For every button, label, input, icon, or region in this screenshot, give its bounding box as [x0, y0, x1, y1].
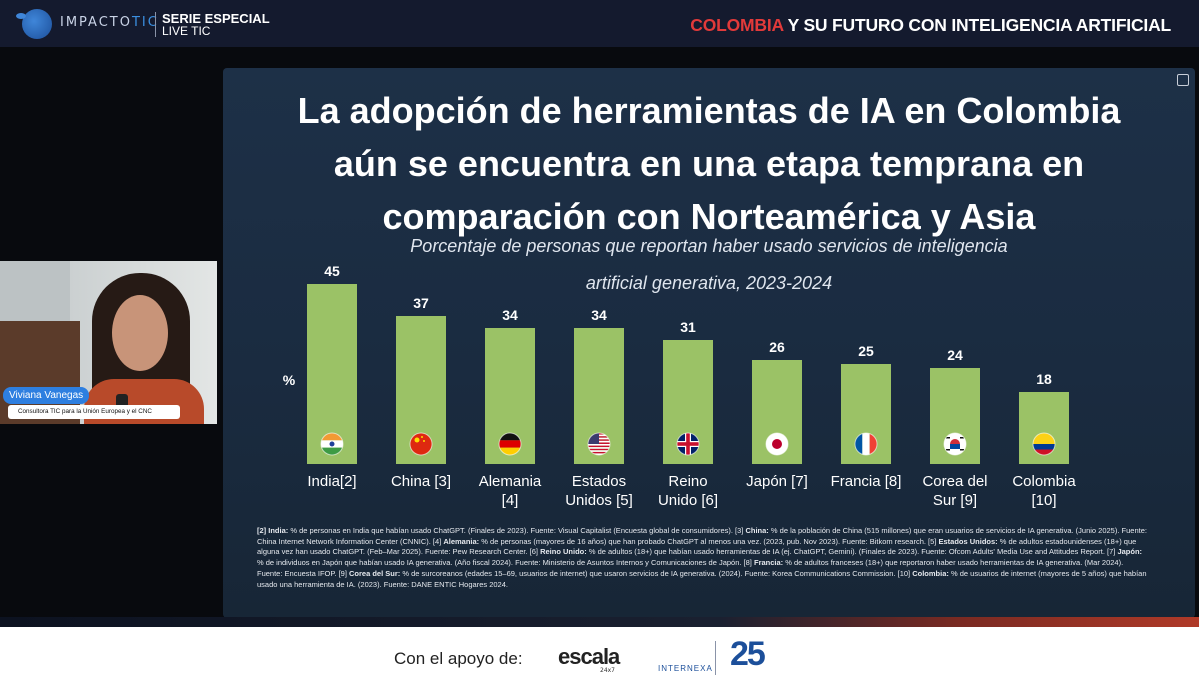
- footnote-country: Corea del Sur:: [349, 568, 401, 578]
- category-label: Unido [6]: [658, 492, 718, 509]
- support-text: Con el apoyo de:: [394, 649, 523, 668]
- slide-title: La adopción de herramientas de IA en Col…: [223, 84, 1195, 243]
- footnote-text: % de adultos (18+) que habían usado herr…: [586, 547, 1118, 557]
- bar-value-label: 18: [1036, 371, 1052, 387]
- event-title: COLOMBIA Y SU FUTURO CON INTELIGENCIA AR…: [690, 15, 1171, 36]
- footnote-country: Japón:: [1117, 547, 1143, 557]
- chart-subtitle: Porcentaje de personas que reportan habe…: [223, 228, 1195, 302]
- footnote-text: % de la población de China (515 millones…: [257, 526, 1147, 546]
- china-flag-icon: [409, 432, 433, 456]
- usa-flag-icon: [587, 432, 611, 456]
- bar-value-label: 34: [502, 307, 518, 323]
- category-label: Unidos [5]: [565, 492, 633, 509]
- india-flag-icon: [320, 432, 344, 456]
- decorative-band: [0, 617, 1199, 627]
- category-label: [4]: [502, 492, 519, 509]
- bar-value-label: 37: [413, 295, 429, 311]
- slide-title-line: comparación con Norteamérica y Asia: [382, 196, 1036, 237]
- footnote-text: % de personas en India que habían usado …: [288, 526, 746, 535]
- header-divider: [155, 12, 156, 37]
- y-axis-label: %: [283, 372, 296, 388]
- bar-value-label: 25: [858, 343, 874, 359]
- footnote-text: % de surcoreanos (edades 15–69, usuarios…: [400, 568, 913, 578]
- bar-value-label: 26: [769, 339, 785, 355]
- footnote-country: [2] India:: [257, 526, 289, 535]
- presenter-name-tag: Viviana Vanegas: [3, 387, 90, 404]
- japan-flag-icon: [765, 432, 789, 456]
- category-label: Reino: [668, 473, 707, 490]
- footnote-text: % de adultos estadounidenses (18+) que a…: [257, 536, 1137, 557]
- internexa-logo: INTERNEXA: [658, 664, 713, 673]
- footnote-country: Colombia:: [912, 568, 949, 578]
- bar-chart: % 45 India[2] 37 China [3] 34 Alemania [4] 34 Est…: [283, 263, 1077, 509]
- category-label: Japón [7]: [746, 473, 808, 490]
- slide-title-line: La adopción de herramientas de IA en Col…: [297, 90, 1121, 131]
- footnote-text: % de usuarios de internet (mayores de 5 …: [257, 568, 1147, 589]
- presentation-slide: La adopción de herramientas de IA en Col…: [223, 68, 1195, 618]
- bar-value-label: 34: [591, 307, 607, 323]
- footnote-country: China:: [745, 526, 769, 535]
- footnote-country: Francia:: [753, 558, 784, 568]
- germany-flag-icon: [498, 432, 522, 456]
- event-title-highlight: COLOMBIA: [690, 15, 784, 35]
- brand-name: IMPACTOTIC: [60, 15, 159, 30]
- category-label: Estados: [572, 473, 626, 490]
- chart-subtitle-line: artificial generativa, 2023-2024: [585, 273, 833, 293]
- event-title-rest: Y SU FUTURO CON INTELIGENCIA ARTIFICIAL: [783, 15, 1172, 35]
- category-label: Francia [8]: [831, 473, 902, 490]
- presenter-face: [112, 295, 168, 371]
- footnote-country: Reino Unido:: [540, 547, 587, 557]
- footnote-country: Alemania:: [443, 536, 480, 546]
- series-label: SERIE ESPECIAL LIVE TIC: [162, 12, 270, 38]
- category-label: Colombia: [1012, 473, 1076, 490]
- brand-part-b: TIC: [131, 15, 159, 30]
- footnote-text: % de individuos en Japón que habían usad…: [257, 558, 754, 568]
- top-header: IMPACTOTIC SERIE ESPECIAL LIVE TIC COLOM…: [0, 0, 1199, 47]
- anniversary-logo: 25: [730, 635, 766, 673]
- sponsor-divider: [715, 641, 716, 675]
- colombia-flag-icon: [1032, 432, 1056, 456]
- category-label: Sur [9]: [933, 492, 977, 509]
- footnote-text: % de personas (mayores de 16 años) que h…: [479, 536, 939, 546]
- sponsor-bar: Con el apoyo de: escala 24x7 INTERNEXA 2…: [0, 627, 1199, 679]
- presenter-role-tag: Consultora TIC para la Unión Europea y e…: [8, 405, 180, 419]
- series-line-1: SERIE ESPECIAL: [162, 11, 270, 26]
- chart-subtitle-line: Porcentaje de personas que reportan habe…: [410, 236, 1008, 256]
- footnote-sources: [2] India: % de personas en India que ha…: [257, 526, 1147, 590]
- slide-title-line: aún se encuentra en una etapa temprana e…: [333, 143, 1085, 184]
- series-line-2: LIVE TIC: [162, 24, 211, 38]
- footnote-country: Estados Unidos:: [938, 536, 998, 546]
- category-label: Alemania: [479, 473, 542, 490]
- uk-flag-icon: [676, 432, 700, 456]
- impactotic-logo-icon: [16, 9, 52, 39]
- bar-value-label: 24: [947, 347, 963, 363]
- south-korea-flag-icon: [943, 432, 967, 456]
- footnote-text: % de adultos franceses (18+) que reporta…: [257, 558, 1124, 578]
- france-flag-icon: [854, 432, 878, 456]
- category-label: India[2]: [307, 473, 356, 490]
- bar-value-label: 31: [680, 319, 696, 335]
- escala-logo-sub: 24x7: [600, 667, 616, 674]
- bar-value-label: 45: [324, 263, 340, 279]
- expand-icon[interactable]: [1177, 74, 1189, 86]
- category-label: [10]: [1031, 492, 1056, 509]
- brand-part-a: IMPACTO: [60, 15, 132, 30]
- category-label: Corea del: [922, 473, 987, 490]
- category-label: China [3]: [391, 473, 451, 490]
- escala-logo: escala: [558, 644, 620, 669]
